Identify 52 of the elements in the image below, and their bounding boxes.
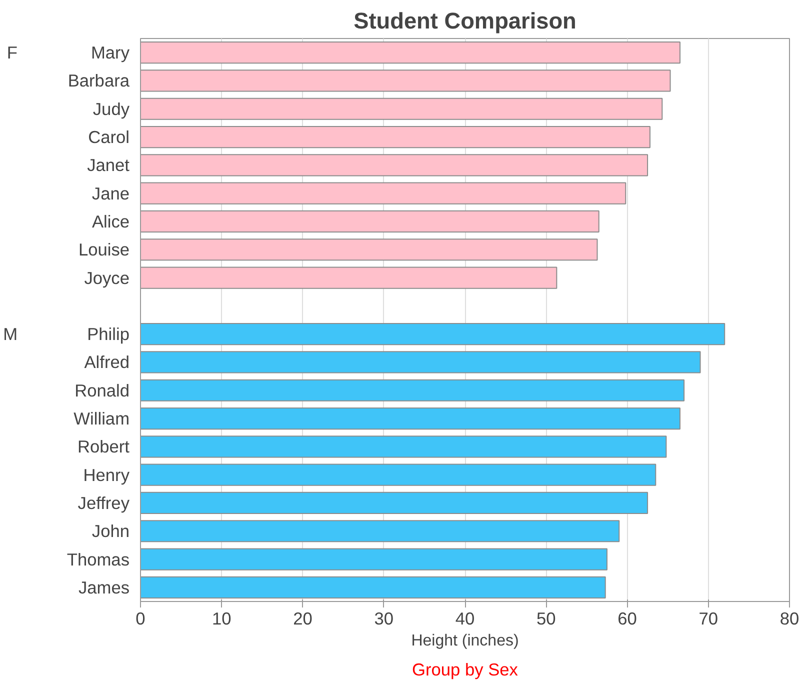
bar <box>140 576 606 598</box>
bar <box>140 182 626 204</box>
bar <box>140 548 608 570</box>
bar <box>140 520 620 542</box>
y-tick-label: Jane <box>92 183 130 204</box>
bar <box>140 70 671 92</box>
y-tick-label: Carol <box>88 127 130 148</box>
x-tick-label: 50 <box>536 608 556 628</box>
bar <box>140 210 600 233</box>
bar <box>140 98 663 120</box>
x-tick-label: 60 <box>618 608 637 628</box>
bar <box>140 266 558 289</box>
y-tick-label: Mary <box>90 42 130 63</box>
bar <box>140 407 680 430</box>
y-tick-label: Louise <box>78 240 130 260</box>
y-tick-label: Alfred <box>84 352 130 372</box>
y-tick-label: Philip <box>87 324 130 344</box>
bar <box>140 464 656 486</box>
bar <box>140 492 648 514</box>
y-tick-label: Henry <box>83 464 130 485</box>
y-tick-label: Jeffrey <box>78 492 130 513</box>
bar <box>140 323 726 346</box>
x-tick-label: 10 <box>212 608 232 628</box>
text: Group by Sex <box>412 660 518 680</box>
x-tick-label: 40 <box>455 608 475 628</box>
text: M <box>3 324 18 344</box>
x-tick-label: 20 <box>293 608 312 628</box>
y-tick-label: Robert <box>77 436 130 457</box>
bar <box>140 42 680 64</box>
bar <box>140 351 701 374</box>
bar <box>140 154 648 176</box>
y-tick-label: Barbara <box>68 70 130 91</box>
y-tick-label: Ronald <box>74 380 130 400</box>
x-tick-label: 70 <box>698 608 718 628</box>
y-tick-label: Thomas <box>66 549 130 570</box>
y-tick-label: Judy <box>92 98 130 119</box>
x-tick-label: 80 <box>780 608 800 628</box>
bar <box>140 238 598 261</box>
y-tick-label: Alice <box>92 211 130 232</box>
y-tick-label: James <box>78 577 130 598</box>
chart-title: Student Comparison <box>354 8 576 34</box>
y-tick-label: William <box>74 408 130 429</box>
text: F <box>6 42 18 63</box>
y-tick-label: John <box>92 521 130 542</box>
x-tick-label: 0 <box>136 608 146 628</box>
x-tick-label: 30 <box>374 608 394 628</box>
y-tick-label: Janet <box>87 155 130 176</box>
bar <box>140 379 685 402</box>
y-tick-label: Joyce <box>84 268 130 288</box>
bar <box>140 126 650 148</box>
bar <box>140 436 667 458</box>
x-axis-title: Height (inches) <box>411 632 519 650</box>
